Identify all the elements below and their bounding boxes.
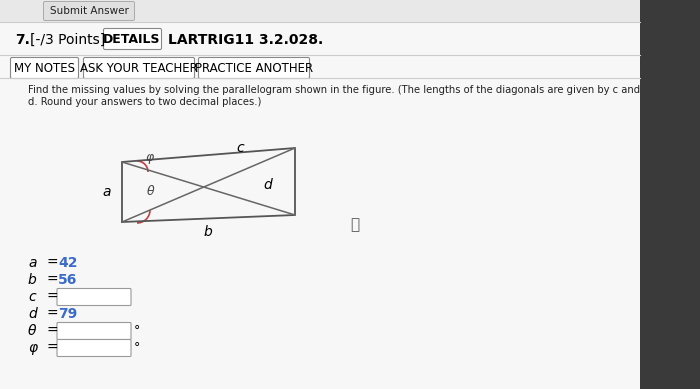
Text: c: c (236, 141, 244, 155)
FancyBboxPatch shape (104, 28, 162, 49)
Text: b: b (28, 273, 36, 287)
FancyBboxPatch shape (83, 58, 195, 79)
Text: d: d (28, 307, 36, 321)
Text: Find the missing values by solving the parallelogram shown in the figure. (The l: Find the missing values by solving the p… (28, 85, 640, 95)
Text: c: c (28, 290, 36, 304)
Text: =: = (46, 307, 57, 321)
FancyBboxPatch shape (57, 340, 131, 356)
Text: =: = (46, 256, 57, 270)
Text: =: = (46, 273, 57, 287)
Text: Submit Answer: Submit Answer (50, 6, 128, 16)
Text: d. Round your answers to two decimal places.): d. Round your answers to two decimal pla… (28, 97, 261, 107)
Text: MY NOTES: MY NOTES (15, 61, 76, 75)
Text: 56: 56 (58, 273, 78, 287)
Text: θ: θ (147, 185, 155, 198)
FancyBboxPatch shape (57, 322, 131, 340)
Text: φ: φ (28, 341, 37, 355)
Text: =: = (46, 341, 57, 355)
Bar (640, 0, 700, 389)
Text: PRACTICE ANOTHER: PRACTICE ANOTHER (195, 61, 313, 75)
Text: 7.: 7. (15, 33, 30, 47)
Text: b: b (204, 225, 212, 239)
FancyBboxPatch shape (57, 289, 131, 305)
Text: ASK YOUR TEACHER: ASK YOUR TEACHER (80, 61, 198, 75)
Text: DETAILS: DETAILS (104, 33, 161, 46)
FancyBboxPatch shape (199, 58, 309, 79)
Text: LARTRIG11 3.2.028.: LARTRIG11 3.2.028. (168, 33, 323, 47)
Text: d: d (264, 178, 272, 192)
Text: °: ° (134, 324, 141, 338)
Text: =: = (46, 324, 57, 338)
Text: ⓘ: ⓘ (351, 217, 360, 233)
Bar (0, 0, 640, 22)
Text: =: = (46, 290, 57, 304)
Text: 79: 79 (58, 307, 77, 321)
Text: θ: θ (28, 324, 36, 338)
FancyBboxPatch shape (10, 58, 78, 79)
Text: [-/3 Points]: [-/3 Points] (30, 33, 105, 47)
Text: °: ° (134, 342, 141, 354)
FancyBboxPatch shape (43, 2, 134, 21)
Text: a: a (28, 256, 36, 270)
Text: a: a (103, 185, 111, 199)
Text: φ: φ (145, 151, 153, 164)
Text: 42: 42 (58, 256, 78, 270)
